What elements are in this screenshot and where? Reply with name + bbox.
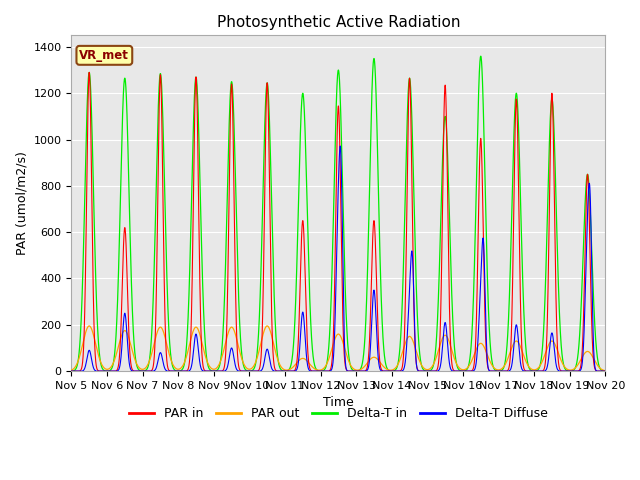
Text: VR_met: VR_met xyxy=(79,49,129,62)
X-axis label: Time: Time xyxy=(323,396,354,409)
Title: Photosynthetic Active Radiation: Photosynthetic Active Radiation xyxy=(216,15,460,30)
Legend: PAR in, PAR out, Delta-T in, Delta-T Diffuse: PAR in, PAR out, Delta-T in, Delta-T Dif… xyxy=(124,402,552,425)
Y-axis label: PAR (umol/m2/s): PAR (umol/m2/s) xyxy=(15,151,28,255)
